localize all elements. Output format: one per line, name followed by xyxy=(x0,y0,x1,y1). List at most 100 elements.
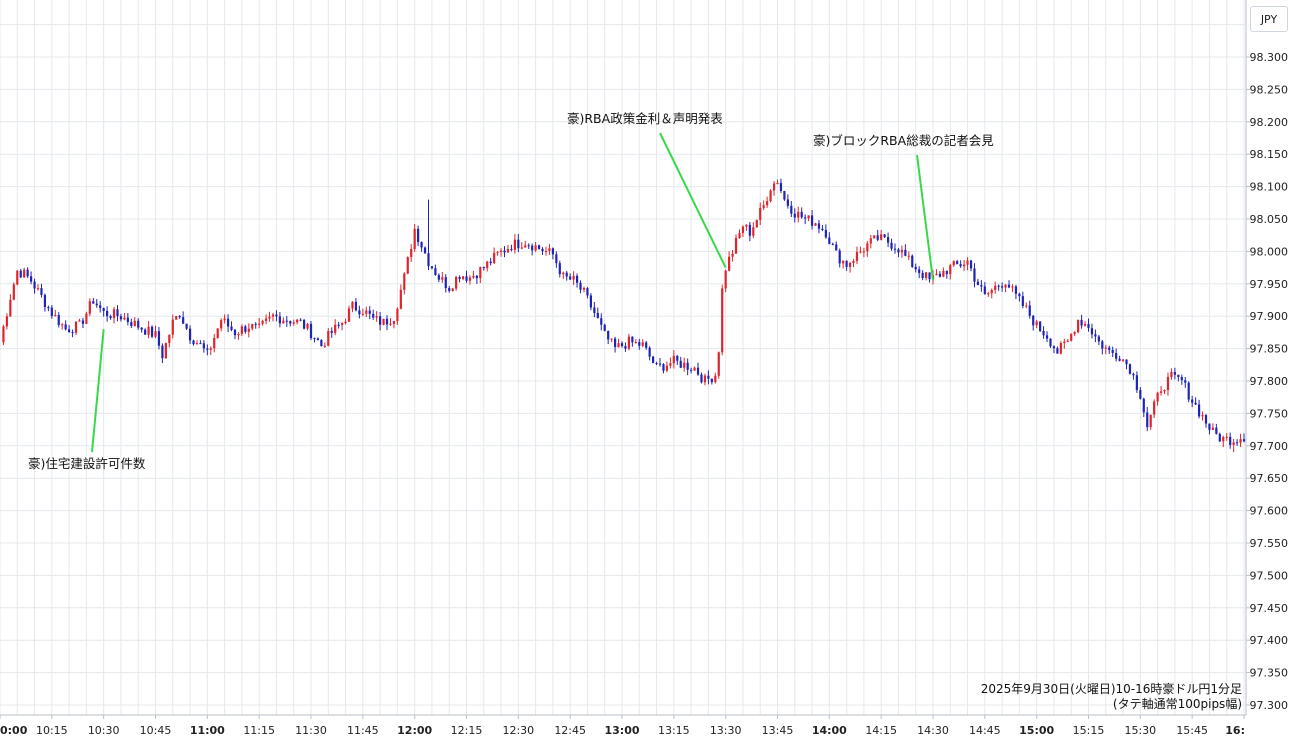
y-tick-label: 98.200 xyxy=(1250,116,1289,129)
candle-up xyxy=(627,336,631,349)
candle-down xyxy=(482,267,485,269)
x-tick-label: 14:15 xyxy=(865,724,897,737)
candle-down xyxy=(821,228,824,231)
candle-up xyxy=(499,250,503,253)
candle-down xyxy=(607,330,610,340)
candle-down xyxy=(969,260,973,269)
candle-up xyxy=(1083,323,1087,326)
candle-down xyxy=(26,269,29,277)
candle-up xyxy=(634,341,637,343)
candle-down xyxy=(655,363,658,365)
candle-down xyxy=(748,224,751,236)
candle-up xyxy=(334,324,337,333)
candle-down xyxy=(50,307,53,317)
candle-down xyxy=(565,272,568,277)
candle-up xyxy=(441,277,444,280)
candle-up xyxy=(855,251,859,262)
candle-up xyxy=(23,269,26,278)
annotation-leader-line xyxy=(916,154,934,281)
candle-down xyxy=(1191,399,1194,403)
candle-down xyxy=(1184,380,1187,383)
candle-up xyxy=(848,262,852,267)
candle-up xyxy=(987,293,990,295)
candle-up xyxy=(741,226,745,233)
candle-down xyxy=(140,327,143,330)
candle-down xyxy=(997,285,1000,287)
candle-down xyxy=(385,318,389,325)
candle-down xyxy=(648,347,651,357)
candle-down xyxy=(47,307,50,309)
candle-down xyxy=(354,301,358,311)
x-tick-label: 11:00 xyxy=(190,724,225,737)
candle-down xyxy=(690,369,693,371)
candle-down xyxy=(707,375,710,379)
x-tick-label: 15:45 xyxy=(1176,724,1208,737)
candle-up xyxy=(1121,359,1125,361)
candle-down xyxy=(475,275,478,279)
y-tick-label: 97.350 xyxy=(1250,667,1289,680)
y-tick-label: 97.600 xyxy=(1250,505,1289,518)
y-tick-label: 97.400 xyxy=(1250,634,1289,647)
candle-down xyxy=(1028,305,1031,316)
candle-down xyxy=(593,307,596,313)
candle-down xyxy=(537,245,541,249)
candle-up xyxy=(852,261,855,263)
annotation-label: 豪)RBA政策金利＆声明発表 xyxy=(567,111,723,126)
candle-down xyxy=(558,263,561,275)
candle-up xyxy=(171,319,174,335)
candle-up xyxy=(164,343,167,359)
candle-down xyxy=(330,330,333,333)
candle-down xyxy=(1101,341,1104,349)
annotation-leader-line xyxy=(91,329,105,453)
y-tick-label: 98.300 xyxy=(1250,51,1289,64)
candle-down xyxy=(793,213,796,218)
candle-up xyxy=(261,320,264,324)
candle-down xyxy=(1087,323,1090,329)
candle-down xyxy=(185,323,188,329)
currency-unit-label[interactable]: JPY xyxy=(1250,6,1288,32)
candle-up xyxy=(1066,340,1069,342)
x-tick-label: 12:15 xyxy=(451,724,483,737)
candle-up xyxy=(327,330,330,346)
candle-down xyxy=(437,275,440,280)
candle-up xyxy=(755,219,758,228)
candle-up xyxy=(237,333,240,336)
candle-down xyxy=(420,242,423,248)
candle-up xyxy=(403,273,406,290)
candle-down xyxy=(603,324,606,331)
candle-up xyxy=(472,275,475,278)
candle-up xyxy=(410,249,413,258)
candle-up xyxy=(966,260,969,265)
candle-down xyxy=(1208,423,1211,430)
candle-up xyxy=(496,252,499,254)
candle-up xyxy=(524,245,527,248)
candle-down xyxy=(372,313,375,318)
candle-down xyxy=(309,323,313,339)
candle-down xyxy=(188,328,192,341)
candle-up xyxy=(78,320,81,322)
candle-down xyxy=(320,340,323,347)
candle-down xyxy=(914,266,917,270)
candle-up xyxy=(375,316,378,318)
x-tick-label: 0:00 xyxy=(0,724,28,737)
candle-up xyxy=(745,224,748,227)
candle-up xyxy=(669,363,672,366)
candle-up xyxy=(797,211,800,218)
candle-down xyxy=(700,374,703,383)
candle-down xyxy=(835,244,838,251)
candle-down xyxy=(430,266,434,269)
candle-down xyxy=(178,316,181,318)
candle-up xyxy=(12,284,15,300)
candle-down xyxy=(92,301,95,304)
candle-up xyxy=(1170,371,1173,378)
candle-up xyxy=(268,316,271,319)
x-tick-label: 11:30 xyxy=(295,724,327,737)
candle-down xyxy=(911,255,914,267)
candle-up xyxy=(610,338,613,340)
candle-up xyxy=(734,238,738,254)
candle-up xyxy=(859,251,862,253)
candle-up xyxy=(406,257,409,274)
candle-down xyxy=(43,294,47,308)
candle-down xyxy=(876,235,879,240)
